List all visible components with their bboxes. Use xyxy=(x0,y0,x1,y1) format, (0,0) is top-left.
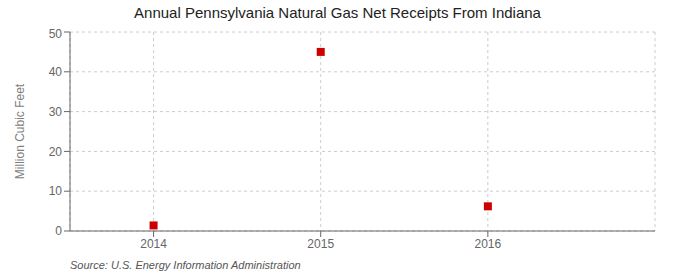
svg-text:20: 20 xyxy=(49,145,63,159)
svg-text:10: 10 xyxy=(49,184,63,198)
svg-text:2015: 2015 xyxy=(307,237,334,251)
svg-text:40: 40 xyxy=(49,65,63,79)
svg-text:Million Cubic Feet: Million Cubic Feet xyxy=(13,83,27,179)
html-text:Source: U.S. Energy Informatio: Source: U.S. Energy Information Administ… xyxy=(70,259,301,271)
html-text:Annual Pennsylvania Natural Ga: Annual Pennsylvania Natural Gas Net Rece… xyxy=(134,4,541,21)
svg-text:50: 50 xyxy=(49,27,63,41)
svg-text:2014: 2014 xyxy=(140,237,167,251)
svg-text:30: 30 xyxy=(49,105,63,119)
svg-text:0: 0 xyxy=(55,224,62,238)
svg-text:2016: 2016 xyxy=(475,237,502,251)
